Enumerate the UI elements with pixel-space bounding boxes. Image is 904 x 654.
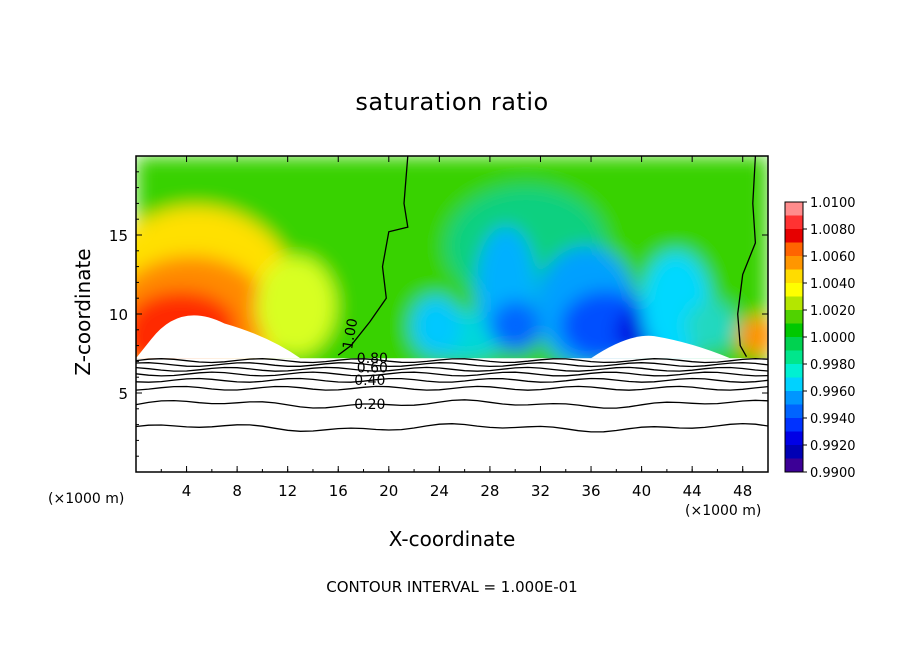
colorbar: 1.0100 1.0080 1.0060 1.0040 1.0020 1.0000 0.99… <box>784 196 856 481</box>
contour-label: 0.80 <box>357 351 388 367</box>
colorbar-swatch <box>785 283 803 297</box>
colorbar-swatch <box>785 229 803 243</box>
colorbar-swatch <box>785 337 803 351</box>
x-unit-label-left: (×1000 m) <box>48 491 125 507</box>
y-tick-label: 10 <box>109 306 128 324</box>
x-tick-label: 44 <box>683 482 702 500</box>
colorbar-swatch <box>785 458 803 473</box>
x-tick-label: 12 <box>278 482 297 500</box>
x-tick-label: 40 <box>632 482 651 500</box>
contour-line <box>135 385 769 391</box>
colorbar-swatch <box>785 391 803 405</box>
colorbar-swatch <box>785 215 803 230</box>
colorbar-label: 1.0100 <box>810 196 856 211</box>
contour-label: 0.60 <box>357 360 388 376</box>
contour-label: 0.40 <box>354 373 385 389</box>
contour-line <box>135 371 769 377</box>
x-tick-label: 28 <box>480 482 499 500</box>
x-tick-label: 32 <box>531 482 550 500</box>
x-axis-label: X-coordinate <box>388 527 516 551</box>
colorbar-label: 0.9900 <box>810 466 856 481</box>
colorbar-label: 0.9960 <box>810 385 856 400</box>
colorbar-swatch <box>785 256 803 270</box>
colorbar-label: 0.9980 <box>810 358 856 373</box>
colorbar-swatch <box>785 323 803 338</box>
x-unit-label-right: (×1000 m) <box>685 503 762 519</box>
y-tick-label: 15 <box>109 227 128 245</box>
colorbar-label: 1.0020 <box>810 304 856 319</box>
colorbar-label: 1.0060 <box>810 250 856 265</box>
colorbar-swatch <box>785 269 803 284</box>
contour-line <box>135 377 769 383</box>
x-tick-label: 20 <box>379 482 398 500</box>
contour-lines <box>135 155 769 433</box>
contour-line-1-00 <box>737 155 757 358</box>
colorbar-swatch <box>785 296 803 311</box>
colorbar-label: 1.0000 <box>810 331 856 346</box>
colorbar-label: 0.9920 <box>810 439 856 454</box>
x-axis: 4 8 12 16 20 24 28 32 36 40 44 48 <box>135 156 769 500</box>
x-tick-label: 24 <box>430 482 449 500</box>
x-tick-label: 48 <box>733 482 752 500</box>
x-tick-label: 36 <box>581 482 600 500</box>
contour-line <box>135 422 769 433</box>
contour-label: 1.00 <box>340 317 361 350</box>
contour-line <box>135 366 769 372</box>
x-tick-label: 8 <box>232 482 242 500</box>
y-axis: 5 10 15 <box>109 171 768 457</box>
colorbar-swatch <box>785 350 803 365</box>
contour-line-1-00 <box>337 155 409 356</box>
x-tick-label: 16 <box>329 482 348 500</box>
colorbar-label: 1.0080 <box>810 223 856 238</box>
y-axis-label: Z-coordinate <box>71 248 95 376</box>
colorbar-label: 1.0040 <box>810 277 856 292</box>
contour-interval-note: CONTOUR INTERVAL = 1.000E-01 <box>326 578 578 596</box>
colorbar-swatch <box>785 418 803 432</box>
colorbar-swatch <box>785 377 803 392</box>
chart-title: saturation ratio <box>355 88 549 116</box>
colorbar-swatch <box>785 310 803 324</box>
colorbar-label: 0.9940 <box>810 412 856 427</box>
y-tick-label: 5 <box>118 385 128 403</box>
colorbar-swatch <box>785 202 803 216</box>
contour-line <box>135 399 769 409</box>
contour-labels: 1.000.800.600.40 0.20 <box>340 317 388 413</box>
contour-line <box>135 358 769 364</box>
x-tick-label: 4 <box>182 482 192 500</box>
contour-label: 0.20 <box>354 397 385 413</box>
colorbar-swatch <box>785 364 803 378</box>
colorbar-swatch <box>785 445 803 459</box>
colorbar-swatch <box>785 431 803 446</box>
lower-field-mask <box>136 358 768 472</box>
contour-line <box>135 362 769 368</box>
colorbar-swatch <box>785 404 803 419</box>
colorbar-swatch <box>785 242 803 257</box>
